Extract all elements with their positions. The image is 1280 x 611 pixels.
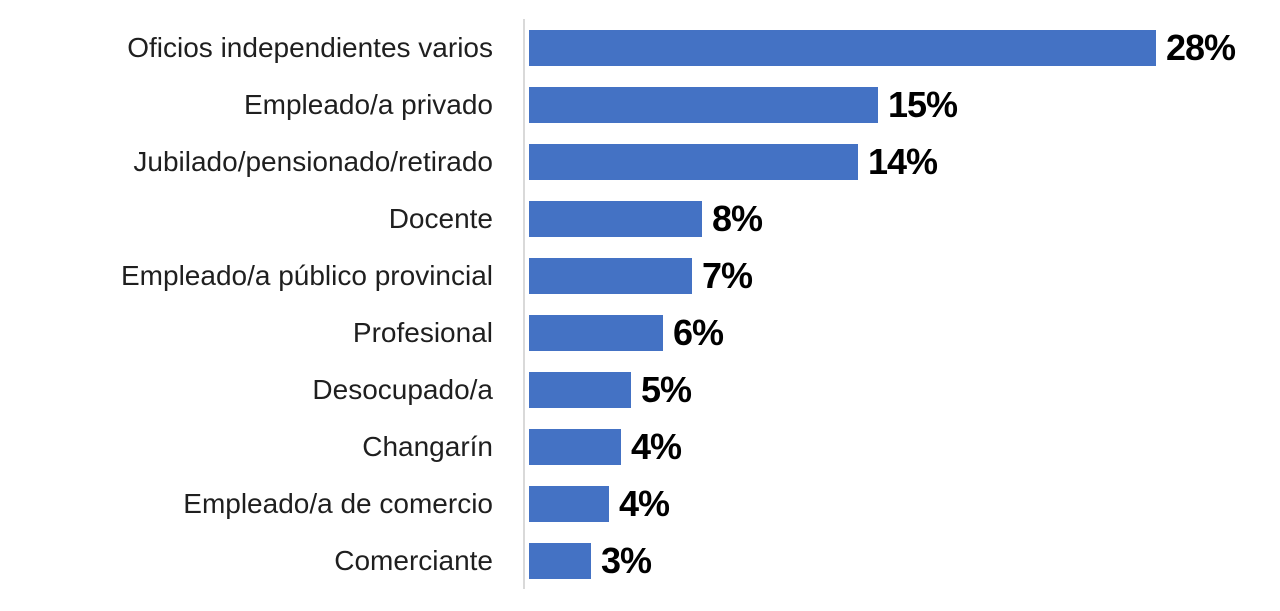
chart-row: Empleado/a de comercio 4% [0, 475, 1280, 532]
bar [529, 542, 591, 579]
value-label: 4% [631, 425, 682, 467]
value-label: 3% [601, 539, 652, 581]
category-label: Comerciante [334, 544, 493, 576]
category-label: Docente [388, 202, 493, 234]
row-plot-area: 14% [523, 133, 1280, 190]
row-plot-area: 4% [523, 475, 1280, 532]
chart-row: Profesional 6% [0, 304, 1280, 361]
row-plot-area: 8% [523, 190, 1280, 247]
bar [529, 200, 702, 237]
category-label: Empleado/a de comercio [183, 487, 493, 519]
value-label: 7% [702, 254, 753, 296]
bar [529, 143, 858, 180]
bar [529, 86, 878, 123]
chart-row: Comerciante 3% [0, 532, 1280, 589]
chart-row: Empleado/a privado 15% [0, 76, 1280, 133]
chart-row: Changarín 4% [0, 418, 1280, 475]
row-plot-area: 3% [523, 532, 1280, 589]
row-plot-area: 7% [523, 247, 1280, 304]
chart-row: Docente 8% [0, 190, 1280, 247]
value-label: 28% [1166, 26, 1236, 68]
row-plot-area: 6% [523, 304, 1280, 361]
row-plot-area: 5% [523, 361, 1280, 418]
chart-row: Empleado/a público provincial 7% [0, 247, 1280, 304]
chart-row: Oficios independientes varios 28% [0, 19, 1280, 76]
bar [529, 257, 692, 294]
value-label: 4% [619, 482, 670, 524]
row-plot-area: 28% [523, 19, 1280, 76]
category-label: Profesional [352, 316, 493, 348]
chart-row: Desocupado/a 5% [0, 361, 1280, 418]
bar [529, 485, 609, 522]
category-label: Desocupado/a [312, 373, 493, 405]
row-plot-area: 4% [523, 418, 1280, 475]
category-label: Oficios independientes varios [127, 31, 493, 63]
category-label: Changarín [362, 430, 493, 462]
category-label: Jubilado/pensionado/retirado [133, 145, 493, 177]
category-label: Empleado/a privado [243, 88, 493, 120]
row-plot-area: 15% [523, 76, 1280, 133]
value-label: 5% [641, 368, 692, 410]
bar [529, 29, 1156, 66]
bar [529, 314, 663, 351]
bar [529, 371, 631, 408]
chart-plot-area: Oficios independientes varios 28% Emplea… [0, 19, 1280, 589]
value-label: 14% [868, 140, 938, 182]
value-label: 15% [888, 83, 958, 125]
value-label: 8% [712, 197, 763, 239]
bar [529, 428, 621, 465]
category-label: Empleado/a público provincial [121, 259, 493, 291]
value-label: 6% [673, 311, 724, 353]
chart-row: Jubilado/pensionado/retirado 14% [0, 133, 1280, 190]
